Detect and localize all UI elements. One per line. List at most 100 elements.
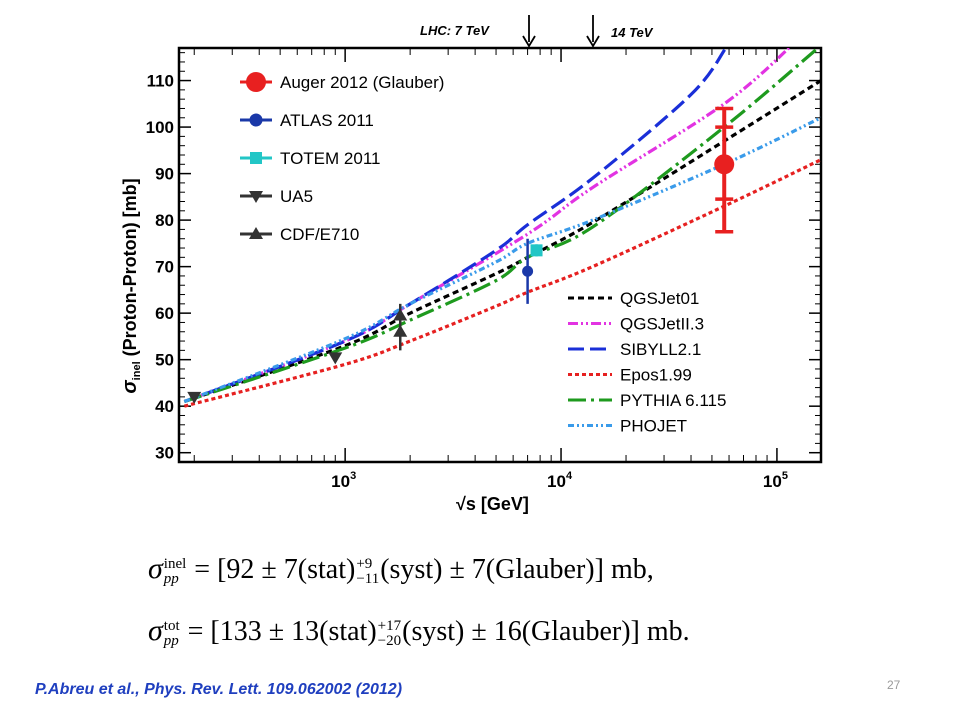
legend-entry: SIBYLL2.1 [568, 340, 701, 359]
y-tick-label: 100 [146, 118, 174, 137]
legend-entry: PYTHIA 6.115 [568, 391, 726, 410]
citation: P.Abreu et al., Phys. Rev. Lett. 109.062… [35, 681, 403, 698]
y-axis-label: σinel (Proton-Proton) [mb] [119, 178, 143, 393]
legend-marker [249, 227, 263, 239]
y-axis-sub: inel [131, 361, 143, 380]
legend-label: PYTHIA 6.115 [620, 391, 726, 410]
y-tick-label: 70 [155, 258, 174, 277]
legend-label: QGSJetII.3 [620, 315, 704, 334]
formula-tot-sys-lo: −20 [377, 632, 402, 649]
points-ua5 [187, 352, 343, 404]
legend-label: CDF/E710 [280, 225, 359, 244]
curves-legend: QGSJet01 QGSJetII.3 SIBYLL2.1 Epos1.99 PYTHI… [568, 289, 726, 436]
lhc-7tev-arrowhead [522, 35, 536, 48]
legend-label: UA5 [280, 187, 313, 206]
legend-label: TOTEM 2011 [280, 149, 380, 168]
marker-totem-2011 [530, 244, 543, 257]
marker-cdf-e710 [393, 308, 408, 321]
formula-inelastic: σ inel pp = [92 ± 7(stat) +9 −11 (syst) ± 7(G… [148, 552, 654, 587]
points-totem-2011 [530, 244, 543, 257]
svg-text:σinel (Proton-Proton) [mb]: σinel (Proton-Proton) [mb] [119, 178, 143, 393]
formula-inel-rest: (syst) ± 7(Glauber)] mb, [380, 554, 654, 585]
formula-tot-syst: +17 −20 [377, 617, 402, 649]
x-tick-base: 10 [547, 472, 566, 491]
marker-ua5 [328, 352, 343, 365]
formula-tot-sys-hi: +17 [377, 617, 402, 634]
points-cdf-e710 [393, 303, 408, 351]
legend-entry: QGSJetII.3 [568, 315, 704, 334]
x-tick-label: 103 [331, 470, 356, 491]
legend-label: QGSJet01 [620, 289, 699, 308]
legend-entry: ATLAS 2011 [240, 111, 374, 130]
x-tick-exp: 4 [566, 470, 573, 482]
x-tick-base: 10 [763, 472, 782, 491]
y-tick-label: 60 [155, 304, 174, 323]
formula-inel-sub: pp [163, 570, 179, 587]
formula-tot-eq: = [133 ± 13(stat) [180, 616, 377, 647]
curve-qgsjetii-3 [183, 48, 792, 404]
plot-frame [177, 46, 823, 464]
legend-marker [250, 152, 262, 164]
formula-tot-sigma: σ [148, 614, 163, 647]
legend-entry: UA5 [240, 187, 313, 206]
y-tick-label: 110 [147, 72, 174, 91]
points-auger-2012-glauber [714, 106, 735, 234]
formula-inel-syst: +9 −11 [356, 555, 380, 587]
formula-inel-eq: = [92 ± 7(stat) [187, 554, 356, 585]
formula-tot-sub: pp [163, 632, 179, 649]
marker-auger-2012-glauber [714, 154, 735, 175]
legend-entry: TOTEM 2011 [240, 149, 380, 168]
formula-tot-rest: (syst) ± 16(Glauber)] mb. [402, 616, 690, 647]
curve-pythia-6-115 [183, 48, 820, 404]
curve-sibyll2-1 [183, 48, 728, 404]
legend-label: PHOJET [620, 417, 687, 436]
marker-cdf-e710 [393, 324, 408, 337]
legend-entry: CDF/E710 [240, 225, 359, 244]
x-tick-exp: 3 [350, 470, 356, 482]
data-points [187, 106, 735, 404]
curve-qgsjet01 [183, 79, 821, 404]
lhc-14tev-label: 14 TeV [611, 25, 653, 40]
legend-entry: Auger 2012 (Glauber) [240, 72, 444, 92]
y-axis-sigma: σ [119, 380, 141, 394]
formula-tot-sup: tot [163, 617, 180, 634]
legend-label: Auger 2012 (Glauber) [280, 73, 444, 92]
y-tick-label: 30 [155, 444, 174, 463]
x-tick-label: 104 [547, 470, 573, 491]
legend-label: ATLAS 2011 [280, 111, 374, 130]
legend-label: Epos1.99 [620, 366, 692, 385]
formula-inel-sys-lo: −11 [356, 570, 380, 587]
x-tick-label: 105 [763, 470, 788, 491]
page-number: 27 [887, 678, 901, 692]
formula-inel-sys-hi: +9 [356, 555, 373, 572]
y-tick-label: 90 [155, 165, 174, 184]
legend-entry: QGSJet01 [568, 289, 699, 308]
legend-entry: PHOJET [568, 417, 687, 436]
x-axis-label: √s [GeV] [456, 494, 529, 514]
formula-inel-sup: inel [163, 555, 187, 572]
lhc-7tev-label: LHC: 7 TeV [420, 23, 489, 38]
formula-tot-supsub: tot pp [163, 617, 180, 649]
legends: Auger 2012 (Glauber) ATLAS 2011 TOTEM 2011… [240, 72, 726, 436]
points-legend: Auger 2012 (Glauber) ATLAS 2011 TOTEM 2011… [240, 72, 444, 244]
x-tick-base: 10 [331, 472, 350, 491]
lhc-14tev-arrowhead [586, 35, 600, 48]
legend-marker [249, 113, 263, 127]
marker-ua5 [187, 391, 202, 404]
legend-label: SIBYLL2.1 [620, 340, 701, 359]
x-tick-exp: 5 [782, 470, 788, 482]
y-tick-label: 50 [155, 351, 174, 370]
legend-marker [249, 191, 263, 203]
y-tick-label: 80 [155, 211, 174, 230]
lhc-arrows [522, 15, 600, 48]
formula-total: σ tot pp = [133 ± 13(stat) +17 −20 (syst) ± 1… [148, 614, 690, 649]
points-atlas-2011 [522, 238, 534, 304]
legend-marker [246, 72, 266, 92]
formula-inel-sigma: σ [148, 552, 163, 585]
legend-entry: Epos1.99 [568, 366, 692, 385]
y-tick-label: 40 [155, 397, 174, 416]
marker-atlas-2011 [522, 265, 534, 277]
formula-inel-supsub: inel pp [163, 555, 187, 587]
